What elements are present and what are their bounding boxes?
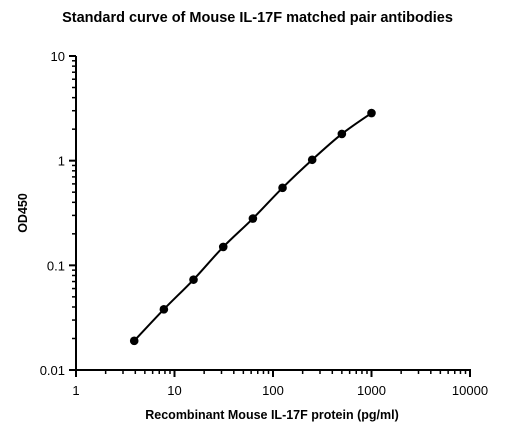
x-tick-label: 10 [167, 383, 181, 398]
x-tick-label: 100 [262, 383, 284, 398]
x-tick-label: 10000 [452, 383, 488, 398]
fit-curve [133, 112, 373, 342]
data-point [129, 336, 139, 346]
y-tick-label: 1 [58, 154, 65, 169]
data-point [367, 108, 376, 118]
chart-title: Standard curve of Mouse IL-17F matched p… [62, 10, 453, 26]
data-point [278, 183, 287, 193]
x-tick-label: 1000 [357, 383, 386, 398]
x-axis-title: Recombinant Mouse IL-17F protein (pg/ml) [145, 408, 398, 422]
x-tick-label: 1 [72, 383, 79, 398]
data-points [129, 108, 376, 346]
y-axis-title: OD450 [16, 193, 30, 233]
y-tick-label: 0.01 [40, 363, 65, 378]
data-point [307, 155, 317, 165]
y-tick-label: 10 [51, 49, 65, 64]
y-tick-label: 0.1 [47, 258, 65, 273]
axes: 1 10 100 1000 10000 0.01 0.1 1 10 [40, 49, 488, 398]
data-point [159, 305, 169, 314]
data-point [248, 214, 258, 223]
data-point [218, 242, 228, 252]
fit-curve-group [133, 112, 373, 342]
data-point [337, 129, 347, 139]
data-point [189, 275, 198, 284]
